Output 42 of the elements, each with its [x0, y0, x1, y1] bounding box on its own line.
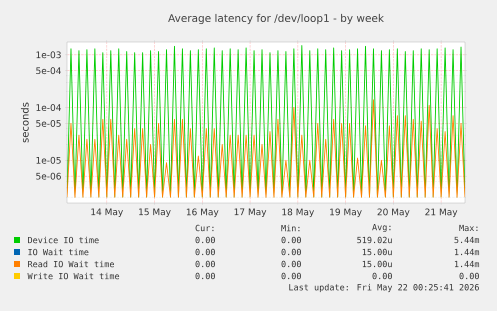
text: 0.00	[460, 272, 479, 280]
text: Min:	[281, 224, 300, 232]
x-tick-label: 19 May	[330, 208, 362, 218]
text: 0.00	[282, 236, 301, 244]
text: 1.44m	[454, 260, 480, 268]
x-tick-label: 16 May	[186, 208, 219, 218]
text: 0.00	[282, 248, 301, 256]
text: Cur:	[196, 224, 214, 232]
text: 519.02u	[357, 236, 392, 244]
text: 5.44m	[454, 236, 480, 244]
y-tick-label: 5e-06	[36, 172, 61, 180]
x-tick-label: 14 May	[91, 208, 123, 217]
text: 0.00	[196, 236, 215, 244]
text: 0.00	[196, 248, 215, 256]
x-tick-label: 21 May	[425, 208, 458, 218]
x-tick-label: 17 May	[234, 208, 266, 217]
legend-label: Write IO Wait time	[28, 272, 120, 280]
y-axis-title: seconds	[20, 102, 29, 142]
y-tick-label: 5e-05	[36, 120, 61, 127]
text: 15.00u	[362, 260, 392, 268]
legend-label: Read IO Wait time	[28, 260, 114, 268]
legend-label: Device IO time	[28, 236, 99, 244]
y-tick-label: 1e-04	[36, 104, 61, 111]
y-tick-label: 1e-03	[36, 51, 61, 58]
x-tick-label: 18 May	[282, 208, 314, 218]
text: 15.00u	[362, 248, 392, 256]
legend-label: IO Wait time	[28, 248, 88, 256]
chart-title: Average latency for /dev/loop1 - by week	[168, 14, 384, 24]
line-series	[67, 99, 466, 198]
y-tick-label: 1e-05	[36, 156, 61, 164]
text: 0.00	[372, 272, 392, 280]
text: 0.00	[196, 272, 215, 280]
text: 0.00	[196, 260, 215, 268]
text: 1.44m	[454, 248, 480, 256]
text: Max:	[459, 224, 478, 232]
y-tick-label: 5e-04	[36, 67, 61, 74]
text: Last update: Fri May 22 00:25:41 2026	[289, 284, 479, 292]
text: 0.00	[282, 272, 301, 280]
text: 0.00	[282, 260, 301, 268]
x-tick-label: 20 May	[378, 208, 410, 218]
x-tick-label: 15 May	[139, 208, 171, 217]
text: Avg:	[372, 224, 390, 232]
